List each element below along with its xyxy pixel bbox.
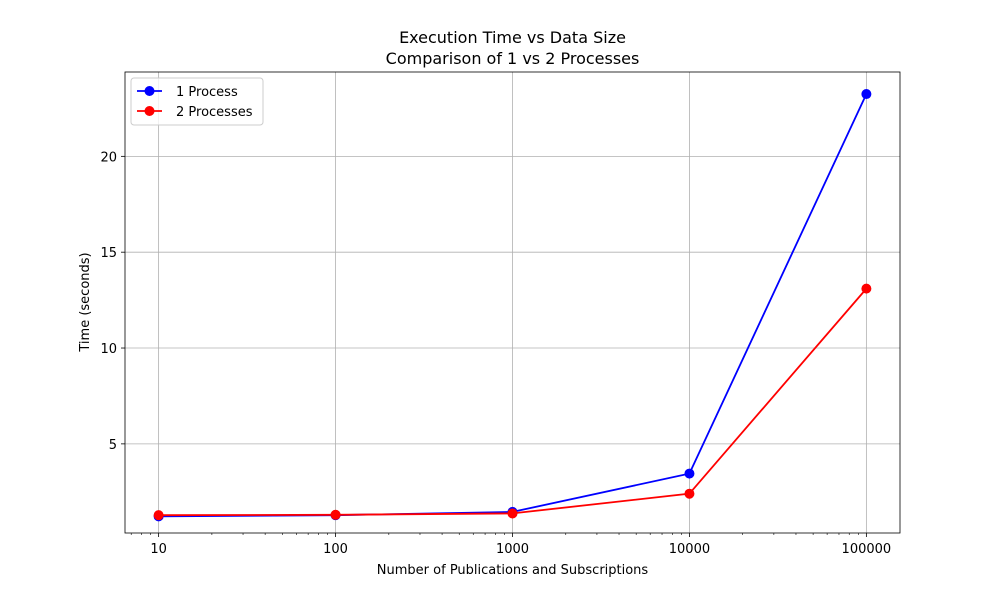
x-axis-label: Number of Publications and Subscriptions [377,563,649,578]
data-point-2-processes [153,510,164,521]
x-tick-label: 100 [323,542,348,557]
y-tick-label: 20 [100,150,117,165]
plot-frame [124,71,901,534]
data-series [153,89,872,522]
y-axis-label: Time (seconds) [78,252,93,352]
x-tick-label: 10000 [669,542,710,557]
data-point-2-processes [861,283,872,294]
y-tick-label: 5 [109,438,117,453]
grid-lines [125,72,900,533]
x-tick-label: 10 [150,542,167,557]
data-point-2-processes [330,509,341,520]
data-point-2-processes [507,508,518,519]
x-tick-label: 1000 [496,542,529,557]
legend-marker-1-process [144,86,155,96]
data-point-2-processes [684,488,695,499]
axes [121,71,901,537]
chart-title: Execution Time vs Data Size [399,28,626,47]
data-point-1-process [861,89,872,100]
tick-labels: 10 100 1000 10000 100000 5 10 15 20 [100,150,891,557]
chart-subtitle: Comparison of 1 vs 2 Processes [386,49,640,68]
x-tick-label: 100000 [842,542,892,557]
y-tick-label: 15 [100,246,117,261]
legend-label-1-process: 1 Process [176,85,238,100]
legend-marker-2-processes [144,106,155,116]
data-point-1-process [684,468,695,479]
legend-box [130,77,264,126]
legend-label-2-processes: 2 Processes [176,105,253,120]
legend: 1 Process 2 Processes [130,77,264,126]
y-tick-label: 10 [100,342,117,357]
